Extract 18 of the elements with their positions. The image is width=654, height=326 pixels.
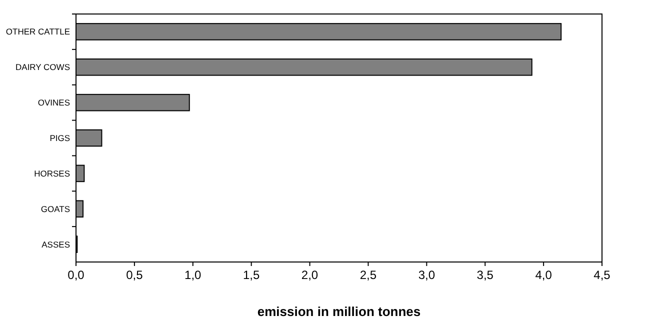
x-tick-label: 1,0 <box>184 268 202 282</box>
y-tick-label: OTHER CATTLE <box>6 26 70 37</box>
x-tick-label: 2,5 <box>360 268 377 282</box>
y-tick-label: OVINES <box>38 98 70 108</box>
x-tick-label: 4,5 <box>594 268 611 282</box>
x-tick-label: 1,5 <box>242 268 260 282</box>
x-tick-label: 0,0 <box>68 268 85 282</box>
y-tick-label: PIGS <box>50 132 70 143</box>
y-tick-label: GOATS <box>40 204 70 214</box>
x-tick-label: 0,5 <box>126 268 144 282</box>
y-tick-label: DAIRY COWS <box>16 62 70 72</box>
y-tick-label: HORSES <box>34 168 70 178</box>
y-tick-label: ASSES <box>42 239 70 250</box>
x-tick-label: 4,0 <box>535 268 552 282</box>
x-tick-label: 2,0 <box>301 268 318 282</box>
x-axis-title: emission in million tonnes <box>257 304 421 319</box>
x-tick-label: 3,5 <box>476 268 494 282</box>
x-tick-label: 3,0 <box>418 268 436 282</box>
